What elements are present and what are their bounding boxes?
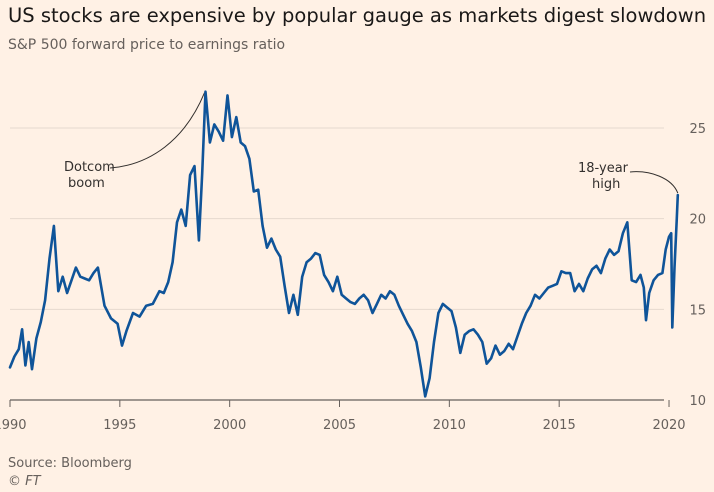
annotations: Dotcom boom 18-year high (64, 92, 679, 194)
series-line (8, 90, 680, 398)
y-axis: 10 15 20 25 (689, 122, 706, 409)
y-tick-label: 25 (689, 122, 706, 137)
y-tick-label: 15 (689, 303, 706, 318)
ft-credit: © FT (8, 474, 41, 489)
source-note: Source: Bloomberg (8, 456, 132, 471)
grid-lines (10, 127, 664, 401)
x-tick-label: 2015 (543, 418, 576, 433)
chart-title: US stocks are expensive by popular gauge… (8, 4, 707, 27)
x-tick-label: 1990 (0, 418, 27, 433)
annotation-high-connector (629, 171, 679, 194)
x-tick-label: 2010 (433, 418, 466, 433)
x-tick-label: 2005 (323, 418, 356, 433)
chart-subtitle: S&P 500 forward price to earnings ratio (8, 37, 286, 53)
y-tick-label: 20 (689, 213, 706, 228)
x-axis: 1990 1995 2000 2005 2010 2015 2020 (0, 400, 686, 433)
annotation-dotcom: Dotcom boom (64, 160, 115, 191)
x-tick-label: 2020 (652, 418, 685, 433)
x-tick-label: 1995 (103, 418, 136, 433)
annotation-high: 18-year high (578, 161, 629, 192)
x-tick-label: 2000 (213, 418, 246, 433)
annotation-dotcom-connector (109, 92, 205, 169)
y-tick-label: 10 (689, 394, 706, 409)
